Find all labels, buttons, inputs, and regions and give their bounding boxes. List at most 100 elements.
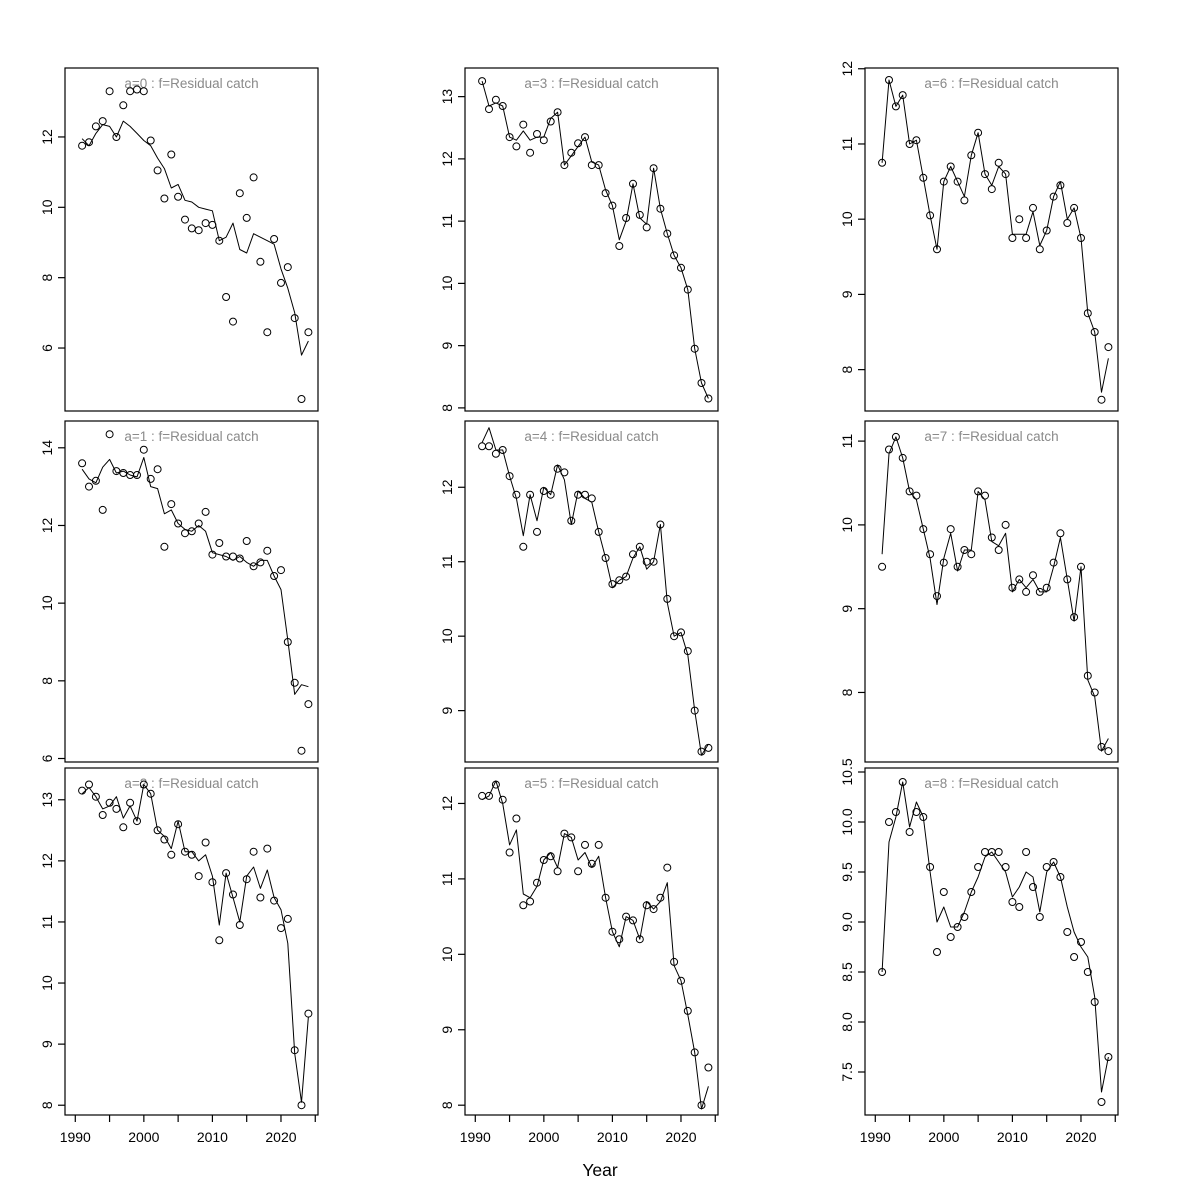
observed-point	[629, 916, 637, 925]
observed-point	[160, 542, 169, 551]
fitted-line	[881, 436, 1109, 752]
observed-point	[629, 550, 637, 559]
observed-point	[235, 554, 244, 563]
observed-point	[601, 554, 610, 562]
observed-point	[898, 453, 907, 462]
observed-point	[235, 189, 244, 198]
y-tick-label: 8	[439, 404, 455, 412]
observed-point	[153, 826, 162, 835]
y-tick-label: 11	[39, 914, 55, 929]
observed-point	[1077, 938, 1085, 946]
observed-point	[85, 482, 93, 491]
observed-point	[1035, 587, 1044, 596]
observed-point	[594, 161, 603, 170]
observed-point	[683, 285, 692, 294]
panel-a1: 6 8 10 12 14 a=1 : f=Residual catch	[39, 420, 319, 763]
observed-point	[946, 162, 955, 171]
observed-point	[885, 445, 893, 454]
fitted-line	[481, 80, 709, 399]
observed-point	[670, 632, 679, 641]
observed-point	[891, 432, 900, 441]
panel-frame	[464, 420, 719, 763]
observed-point	[539, 856, 548, 864]
observed-point	[498, 446, 507, 454]
observed-point	[974, 128, 983, 137]
observed-point	[1035, 245, 1044, 254]
observed-point	[905, 140, 914, 148]
observed-point	[987, 533, 996, 542]
observed-point	[939, 558, 948, 567]
panel-title: a=0 : f=Residual catch	[124, 76, 258, 91]
observed-point	[1083, 671, 1092, 680]
observed-point	[181, 529, 189, 538]
observed-point	[553, 867, 562, 876]
observed-point	[704, 394, 713, 403]
observed-point	[208, 220, 217, 229]
observed-point	[974, 863, 983, 871]
observed-point	[174, 820, 183, 829]
observed-point	[704, 743, 713, 752]
observed-point	[85, 138, 93, 147]
y-tick-label: 12	[39, 853, 55, 869]
panel-title: a=4 : f=Residual catch	[524, 429, 658, 444]
observed-point	[256, 257, 265, 266]
observed-point	[967, 888, 976, 896]
panel-frame	[864, 67, 1119, 412]
observed-point	[1042, 226, 1051, 235]
observed-point	[885, 76, 893, 84]
fitted-line	[81, 784, 309, 1103]
observed-point	[160, 835, 169, 844]
y-tick-label: 14	[39, 440, 55, 456]
observed-point	[201, 507, 210, 516]
observed-point	[919, 173, 928, 182]
observed-point	[1090, 998, 1099, 1006]
observed-point	[898, 778, 907, 786]
observed-point	[222, 869, 231, 878]
observed-point	[1104, 343, 1113, 352]
y-tick-label: 9	[439, 342, 455, 350]
observed-point	[946, 525, 955, 534]
observed-point	[201, 838, 210, 847]
x-tick-label: 2020	[265, 1129, 296, 1145]
observed-point	[139, 87, 148, 96]
y-tick-label: 10	[39, 199, 55, 215]
observed-point	[526, 148, 535, 157]
observed-point	[222, 293, 231, 301]
observed-point	[933, 592, 941, 601]
observed-point	[242, 537, 251, 545]
observed-point	[587, 161, 596, 170]
x-tick-label: 1990	[460, 1129, 491, 1145]
x-tick-label: 1990	[860, 1129, 891, 1145]
observed-point	[290, 678, 299, 687]
y-tick-label: 6	[39, 344, 55, 352]
observed-point	[526, 897, 535, 906]
observed-point	[491, 780, 500, 789]
observed-point	[229, 317, 237, 326]
x-tick-label: 2010	[997, 1129, 1028, 1145]
observed-point	[201, 219, 210, 228]
observed-point	[112, 467, 121, 476]
observed-point	[567, 148, 576, 157]
observed-point	[194, 226, 203, 235]
observed-point	[167, 150, 176, 159]
x-tick-label: 1990	[60, 1129, 91, 1145]
observed-point	[553, 108, 562, 117]
observed-point	[98, 811, 107, 819]
observed-point	[581, 840, 589, 849]
observed-point	[891, 102, 900, 111]
x-axis-title: Year	[582, 1160, 618, 1180]
fitted-line	[81, 457, 309, 695]
observed-point	[1022, 234, 1031, 242]
observed-point	[85, 780, 93, 789]
observed-point	[215, 539, 224, 547]
y-tick-label: 8	[39, 677, 55, 685]
observed-point	[878, 968, 887, 976]
observed-point	[905, 487, 914, 496]
observed-point	[981, 848, 989, 856]
observed-point	[283, 638, 292, 646]
observed-point	[485, 791, 493, 800]
observed-point	[953, 923, 962, 931]
observed-point	[663, 594, 672, 603]
panel-a5: 8 9 10 11 12 1990 2000 2010 2020 a=5 : f=Residual…	[439, 767, 719, 1145]
observed-point	[277, 924, 285, 933]
